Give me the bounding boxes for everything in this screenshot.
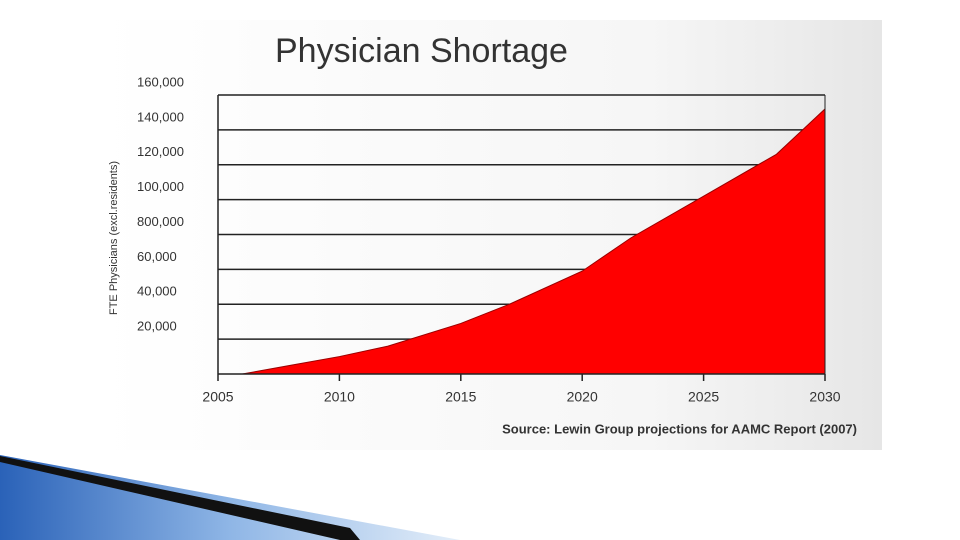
x-tick-label: 2030 (809, 389, 840, 405)
chart-title: Physician Shortage (275, 32, 568, 70)
x-tick-label: 2010 (324, 389, 355, 405)
decor-swoosh (0, 455, 460, 540)
x-tick-label: 2005 (202, 389, 233, 405)
x-tick-label: 2015 (445, 389, 476, 405)
y-tick-label: 100,000 (137, 179, 184, 194)
x-tick-label: 2025 (688, 389, 719, 405)
source-note: Source: Lewin Group projections for AAMC… (502, 421, 857, 436)
y-axis-label: FTE Physicians (excl.residents) (108, 161, 120, 315)
y-tick-label: 140,000 (137, 109, 184, 124)
plot: 20,000 40,000 60,000 800,000 100,000 120,000 1… (137, 74, 841, 404)
y-tick-label: 20,000 (137, 319, 177, 334)
y-tick-label: 60,000 (137, 249, 177, 264)
decor-streak (0, 456, 360, 540)
y-tick-label: 40,000 (137, 284, 177, 299)
y-tick-label: 800,000 (137, 214, 184, 229)
x-tick-label: 2020 (567, 389, 598, 405)
y-tick-label: 160,000 (137, 74, 184, 89)
y-tick-label: 120,000 (137, 144, 184, 159)
